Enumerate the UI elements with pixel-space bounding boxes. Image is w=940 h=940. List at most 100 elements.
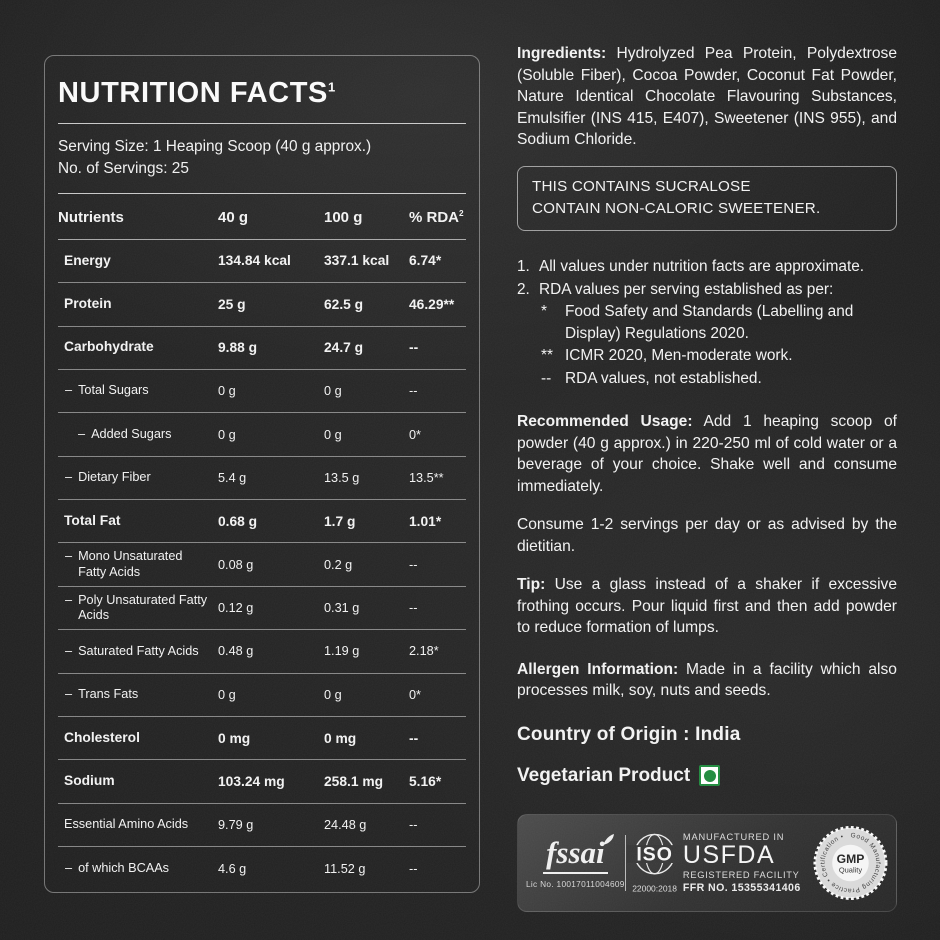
- table-row-mono-unsaturated: – Mono Unsaturated Fatty Acids 0.08 g 0.2…: [58, 543, 466, 587]
- ingredients-label: Ingredients:: [517, 45, 607, 62]
- value-rda: --: [409, 384, 418, 399]
- title-footnote-marker: 1: [328, 79, 336, 95]
- table-header-row: Nutrients 40 g 100 g % RDA2: [58, 194, 466, 240]
- value-40g: 5.4 g: [218, 470, 247, 485]
- allergen-paragraph: Allergen Information: Made in a facility…: [517, 659, 897, 702]
- value-rda: 5.16*: [409, 774, 442, 790]
- subnote-fssai-regs: * Food Safety and Standards (Labelling a…: [541, 301, 897, 346]
- table-row-trans-fats: – Trans Fats 0 g 0 g 0*: [58, 674, 466, 718]
- servings-count-line: No. of Servings: 25: [58, 159, 189, 177]
- divider: [58, 123, 466, 124]
- serving-info: Serving Size: 1 Heaping Scoop (40 g appr…: [58, 136, 466, 180]
- fssai-logo: fssai: [543, 834, 614, 874]
- subnote-text: Food Safety and Standards (Labelling and…: [565, 302, 854, 343]
- row-label: Saturated Fatty Acids: [78, 643, 199, 658]
- value-rda: --: [409, 340, 419, 356]
- value-rda: --: [409, 557, 418, 572]
- certifications-box: fssai Lic No. 10017011004609 ISO 22000:2…: [517, 813, 897, 912]
- value-100g: 13.5 g: [324, 470, 360, 485]
- value-40g: 0.08 g: [218, 557, 254, 572]
- iso-logo-text: ISO: [636, 843, 673, 865]
- recommended-usage-paragraph: Recommended Usage: Add 1 heaping scoop o…: [517, 411, 897, 497]
- row-label: Added Sugars: [91, 426, 172, 441]
- tip-text: Use a glass instead of a shaker if exces…: [517, 576, 897, 637]
- row-dash: –: [65, 549, 73, 564]
- value-40g: 9.79 g: [218, 818, 254, 833]
- subnote-text: RDA values, not established.: [565, 369, 762, 387]
- value-40g: 0 mg: [218, 730, 251, 746]
- allergen-label: Allergen Information:: [517, 660, 679, 678]
- table-row-dietary-fiber: – Dietary Fiber 5.4 g 13.5 g 13.5**: [58, 457, 466, 501]
- veg-dot-icon: [703, 769, 716, 782]
- consume-paragraph: Consume 1-2 servings per day or as advis…: [517, 516, 897, 555]
- col-header-rda: % RDA2: [409, 208, 464, 226]
- footnotes-list: 1. All values under nutrition facts are …: [517, 256, 897, 390]
- table-row-energy: Energy 134.84 kcal 337.1 kcal 6.74*: [58, 240, 466, 284]
- row-label: Essential Amino Acids: [64, 817, 189, 832]
- value-rda: --: [409, 730, 419, 746]
- serving-size-line: Serving Size: 1 Heaping Scoop (40 g appr…: [58, 138, 372, 155]
- footnote-number: 2.: [517, 280, 530, 298]
- subnote-rda-not-established: -- RDA values, not established.: [541, 368, 897, 390]
- value-rda: --: [409, 601, 418, 616]
- row-label: Energy: [64, 252, 111, 268]
- row-label: Dietary Fiber: [78, 470, 151, 485]
- value-100g: 0 g: [324, 687, 342, 702]
- value-100g: 24.48 g: [324, 818, 367, 833]
- table-row-poly-unsaturated: – Poly Unsaturated Fatty Acids 0.12 g 0.3…: [58, 587, 466, 631]
- row-dash: –: [65, 861, 73, 876]
- value-100g: 11.52 g: [324, 861, 366, 876]
- table-row-saturated: – Saturated Fatty Acids 0.48 g 1.19 g 2.1…: [58, 630, 466, 674]
- iso-badge: ISO 22000:2018: [626, 833, 683, 893]
- row-dash: –: [65, 383, 73, 398]
- usfda-registered-facility: REGISTERED FACILITY: [682, 870, 800, 881]
- usage-label: Recommended Usage:: [517, 413, 693, 431]
- row-label: Protein: [64, 295, 112, 311]
- footnote-subitems: * Food Safety and Standards (Labelling a…: [541, 301, 897, 390]
- vegetarian-icon: [699, 765, 721, 787]
- row-dash: –: [65, 687, 73, 702]
- value-100g: 0 g: [324, 427, 342, 442]
- value-100g: 1.19 g: [324, 644, 360, 659]
- value-rda: 13.5**: [409, 470, 444, 485]
- gmp-badge: Good Manufacturing Practice • Certificat…: [813, 825, 888, 900]
- subnote-icmr: ** ICMR 2020, Men-moderate work.: [541, 345, 897, 367]
- row-label: Poly Unsaturated Fatty Acids: [78, 592, 208, 623]
- value-40g: 0.48 g: [218, 644, 254, 659]
- value-rda: 0*: [409, 687, 421, 702]
- value-100g: 1.7 g: [324, 513, 356, 529]
- row-label: Total Sugars: [78, 383, 149, 398]
- table-row-added-sugars: – Added Sugars 0 g 0 g 0*: [58, 413, 466, 457]
- usfda-ffr-number: FFR NO. 15355341406: [682, 882, 801, 895]
- gmp-quality-text: Quality: [839, 865, 863, 874]
- iso-standard-number: 22000:2018: [632, 883, 677, 893]
- usfda-logo-text: USFDA: [682, 840, 776, 869]
- country-of-origin: Country of Origin : India: [517, 723, 741, 745]
- value-40g: 103.24 mg: [218, 774, 285, 790]
- value-rda: 2.18*: [409, 644, 439, 659]
- footnote-2: 2. RDA values per serving established as…: [517, 279, 897, 301]
- row-label: of which BCAAs: [78, 861, 170, 876]
- value-40g: 0.12 g: [218, 601, 254, 616]
- value-100g: 258.1 mg: [324, 774, 384, 790]
- value-40g: 0 g: [218, 427, 236, 442]
- value-100g: 0.2 g: [324, 557, 353, 572]
- row-dash: –: [65, 592, 73, 607]
- rda-footnote-marker: 2: [459, 208, 464, 218]
- subnote-text: ICMR 2020, Men-moderate work.: [565, 347, 793, 365]
- table-row-bcaas: – of which BCAAs 4.6 g 11.52 g --: [58, 847, 466, 890]
- nutrition-facts-panel: NUTRITION FACTS1 Serving Size: 1 Heaping…: [44, 55, 480, 893]
- tip-paragraph: Tip: Use a glass instead of a shaker if …: [517, 574, 897, 639]
- footnote-text: RDA values per serving established as pe…: [539, 280, 834, 298]
- subnote-marker: **: [541, 347, 553, 365]
- fssai-license-number: Lic No. 10017011004609: [526, 878, 625, 889]
- info-column: Ingredients: Hydrolyzed Pea Protein, Pol…: [517, 43, 897, 912]
- value-40g: 134.84 kcal: [218, 253, 291, 269]
- row-label: Cholesterol: [64, 729, 140, 745]
- footnote-number: 1.: [517, 258, 530, 276]
- table-row-carbohydrate: Carbohydrate 9.88 g 24.7 g --: [58, 327, 466, 370]
- row-label: Carbohydrate: [64, 339, 154, 355]
- row-label: Trans Fats: [78, 687, 139, 702]
- footnote-1: 1. All values under nutrition facts are …: [517, 256, 897, 278]
